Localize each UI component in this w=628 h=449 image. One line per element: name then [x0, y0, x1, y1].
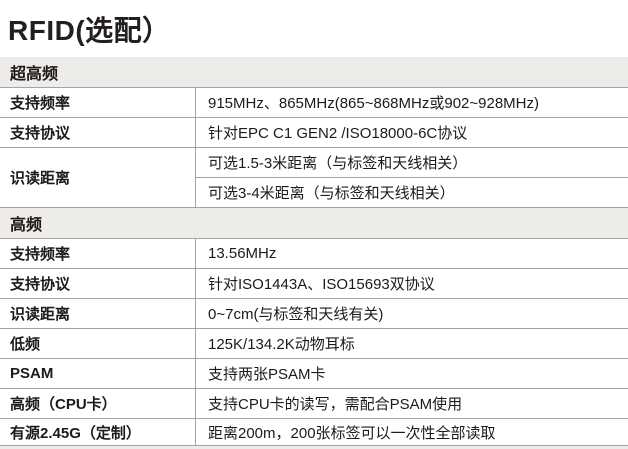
section-header-hf: 高频	[0, 208, 628, 239]
row-value: 可选3-4米距离（与标签和天线相关）	[208, 185, 455, 202]
row-label: 识读距离	[0, 299, 196, 328]
row-value: 125K/134.2K动物耳标	[208, 336, 355, 353]
table-row: 有源2.45G（定制） 距离200m，200张标签可以一次性全部读取	[0, 419, 628, 446]
row-label: 高频（CPU卡）	[0, 389, 196, 418]
table-row: 支持协议 针对EPC C1 GEN2 /ISO18000-6C协议	[0, 118, 628, 148]
row-value: 915MHz、865MHz(865~868MHz或902~928MHz)	[208, 95, 539, 112]
spec-table: 超高频 支持频率 915MHz、865MHz(865~868MHz或902~92…	[0, 57, 628, 446]
row-value: 针对EPC C1 GEN2 /ISO18000-6C协议	[208, 125, 468, 142]
row-label: 有源2.45G（定制）	[0, 419, 196, 445]
table-row: 识读距离 可选1.5-3米距离（与标签和天线相关） 可选3-4米距离（与标签和天…	[0, 148, 628, 208]
row-label: 支持频率	[0, 239, 196, 268]
table-row: 支持频率 13.56MHz	[0, 239, 628, 269]
row-value: 支持CPU卡的读写，需配合PSAM使用	[208, 396, 463, 413]
table-row: 识读距离 0~7cm(与标签和天线有关)	[0, 299, 628, 329]
table-row: 支持协议 针对ISO1443A、ISO15693双协议	[0, 269, 628, 299]
row-value: 支持两张PSAM卡	[208, 366, 326, 383]
row-label: 支持频率	[0, 88, 196, 117]
row-label: 支持协议	[0, 118, 196, 147]
row-label: 低频	[0, 329, 196, 358]
row-value: 针对ISO1443A、ISO15693双协议	[208, 276, 435, 293]
row-label: 识读距离	[0, 148, 196, 207]
row-label: PSAM	[0, 359, 196, 388]
row-value: 0~7cm(与标签和天线有关)	[208, 306, 384, 323]
row-value: 可选1.5-3米距离（与标签和天线相关）	[196, 148, 628, 178]
table-row: PSAM 支持两张PSAM卡	[0, 359, 628, 389]
row-value: 距离200m，200张标签可以一次性全部读取	[208, 424, 496, 442]
row-value-group: 可选1.5-3米距离（与标签和天线相关） 可选3-4米距离（与标签和天线相关）	[196, 148, 628, 207]
bottom-band	[0, 446, 628, 449]
section-header-uhf: 超高频	[0, 57, 628, 88]
row-value: 13.56MHz	[208, 245, 277, 262]
row-label: 支持协议	[0, 269, 196, 298]
table-row: 低频 125K/134.2K动物耳标	[0, 329, 628, 359]
table-row: 高频（CPU卡） 支持CPU卡的读写，需配合PSAM使用	[0, 389, 628, 419]
table-row: 支持频率 915MHz、865MHz(865~868MHz或902~928MHz…	[0, 88, 628, 118]
page-title: RFID(选配）	[0, 0, 628, 57]
